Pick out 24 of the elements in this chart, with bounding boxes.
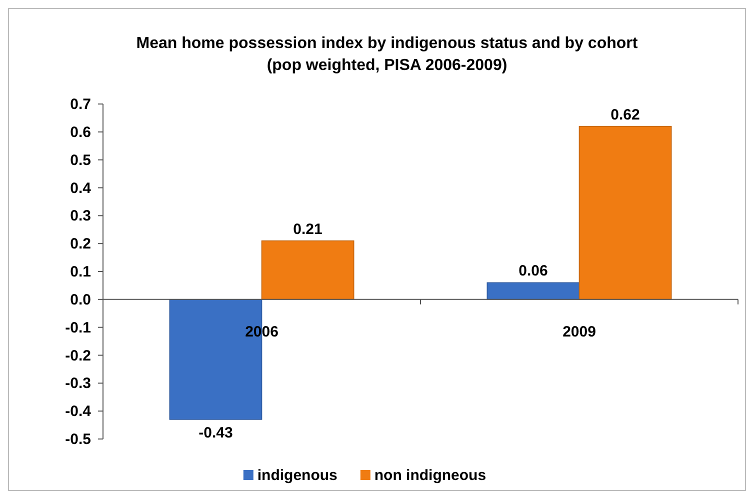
y-tick-label: 0.0 <box>70 291 91 308</box>
bar <box>261 240 354 300</box>
x-tick-label: 2009 <box>562 323 596 340</box>
y-tick-label: -0.2 <box>65 347 91 364</box>
data-label: 0.06 <box>518 262 548 280</box>
y-tick-label: -0.4 <box>65 403 92 420</box>
y-tick-label: 0.5 <box>70 152 91 169</box>
data-label: -0.43 <box>198 424 233 442</box>
y-tick-label: 0.2 <box>70 236 91 253</box>
y-tick-label: 0.7 <box>70 96 91 113</box>
bar <box>578 126 672 300</box>
y-tick-label: -0.1 <box>65 319 91 336</box>
legend-label: non indigneous <box>374 467 486 484</box>
y-tick-label: 0.1 <box>70 264 91 280</box>
data-label: 0.21 <box>293 220 322 238</box>
y-tick-label: -0.3 <box>65 375 91 392</box>
y-tick-label: 0.3 <box>70 208 91 225</box>
legend-label: indigenous <box>257 467 338 484</box>
data-label: 0.62 <box>610 106 640 124</box>
y-tick-label: 0.4 <box>70 180 92 197</box>
y-tick-label: 0.6 <box>70 124 91 141</box>
bar <box>486 282 580 300</box>
y-tick-label: -0.5 <box>65 431 91 448</box>
chart-title: Mean home possession index by indigenous status and by cohort (pop weighted, PISA 2006-2009) <box>136 35 638 74</box>
